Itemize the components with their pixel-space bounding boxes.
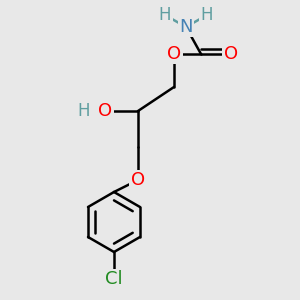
- Text: O: O: [131, 171, 145, 189]
- Text: N: N: [179, 18, 193, 36]
- Text: Cl: Cl: [105, 270, 123, 288]
- Text: H: H: [78, 102, 90, 120]
- Text: H: H: [201, 6, 213, 24]
- Text: O: O: [167, 45, 181, 63]
- Text: O: O: [98, 102, 112, 120]
- Text: O: O: [224, 45, 238, 63]
- Text: H: H: [159, 6, 171, 24]
